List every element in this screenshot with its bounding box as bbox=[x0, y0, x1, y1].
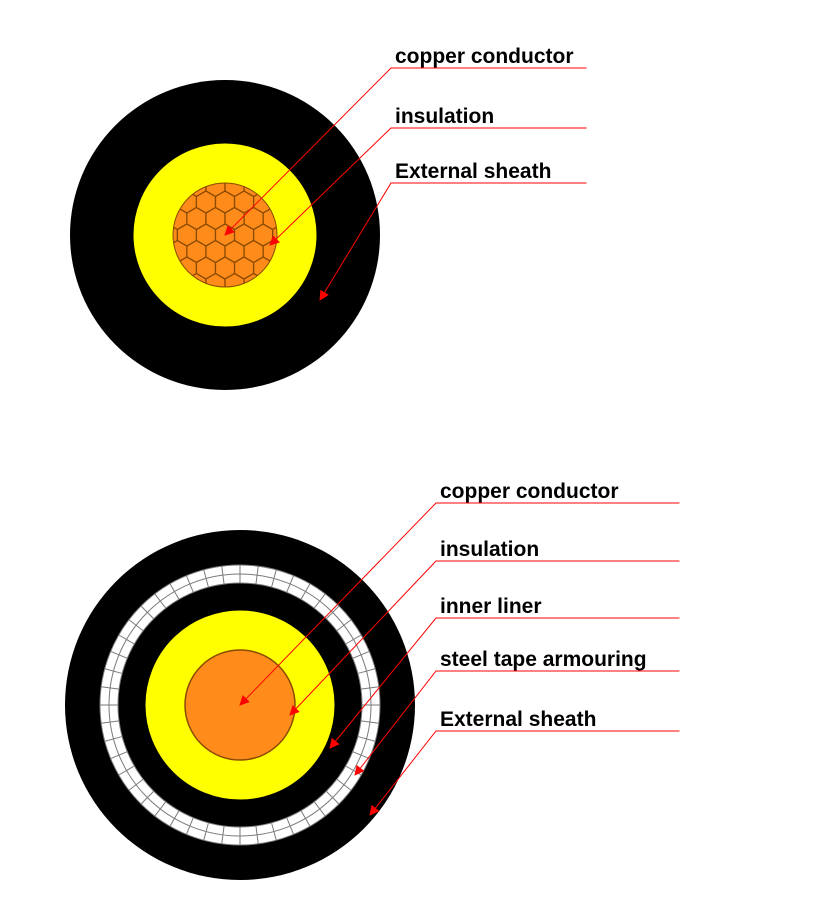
label-insulation: insulation bbox=[440, 538, 539, 562]
label-insulation: insulation bbox=[395, 105, 494, 129]
label-copper_conductor: copper conductor bbox=[440, 480, 619, 504]
label-external_sheath: External sheath bbox=[395, 160, 551, 184]
label-steel_tape_armouring: steel tape armouring bbox=[440, 648, 647, 672]
label-copper_conductor: copper conductor bbox=[395, 45, 574, 69]
diagram-svg bbox=[0, 0, 831, 915]
label-external_sheath: External sheath bbox=[440, 708, 596, 732]
leader-external_sheath bbox=[370, 731, 679, 815]
label-inner_liner: inner liner bbox=[440, 595, 542, 619]
